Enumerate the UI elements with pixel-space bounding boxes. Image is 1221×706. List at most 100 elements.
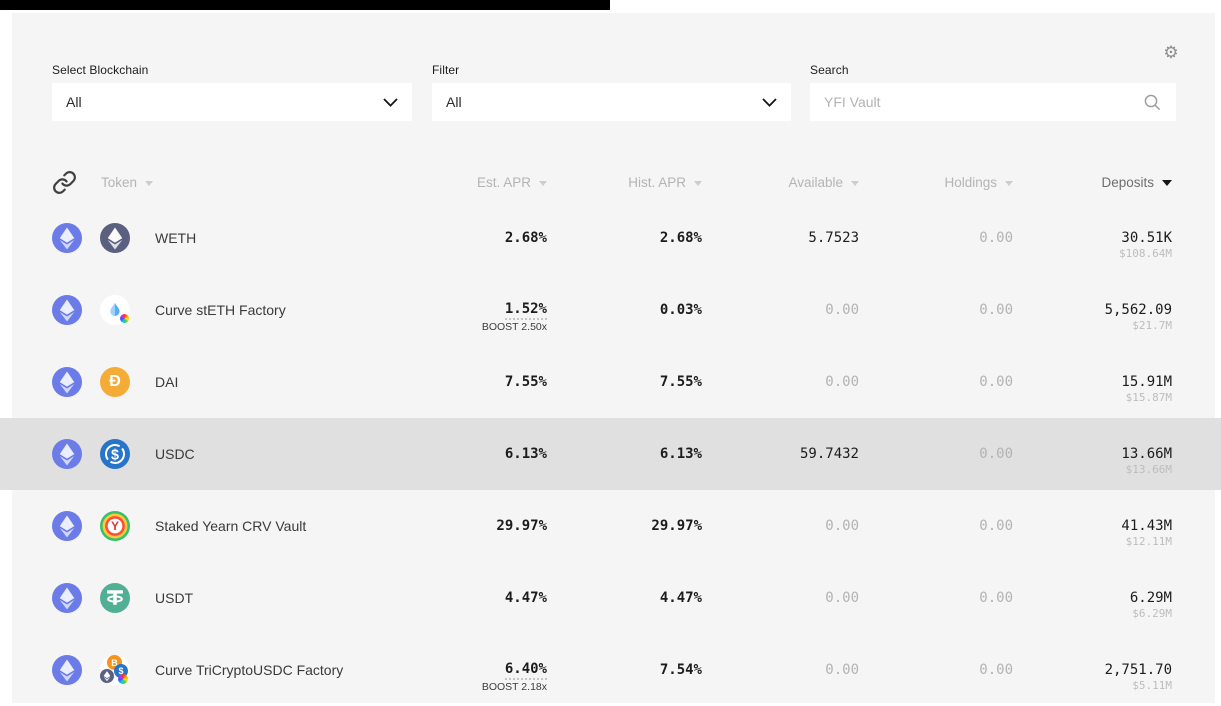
- deposits-cell: 15.91M $15.87M: [1013, 346, 1172, 418]
- est-apr-value: 1.52%: [504, 301, 547, 320]
- search-group: Search: [810, 63, 1176, 121]
- weth-icon: [100, 223, 130, 253]
- available-value: 0.00: [825, 590, 859, 606]
- steth-icon: [100, 295, 130, 325]
- available-cell: 0.00: [702, 490, 859, 562]
- token-name: Staked Yearn CRV Vault: [155, 518, 307, 534]
- deposits-value: 6.29M: [1129, 590, 1172, 606]
- holdings-cell: 0.00: [859, 202, 1013, 274]
- holdings-value: 0.00: [979, 374, 1013, 390]
- ethereum-icon: [52, 583, 82, 613]
- holdings-value: 0.00: [979, 662, 1013, 678]
- filter-select[interactable]: All: [432, 83, 791, 121]
- deposits-value: 13.66M: [1121, 446, 1172, 462]
- available-value: 0.00: [825, 518, 859, 534]
- column-header-est-apr[interactable]: Est. APR: [397, 160, 547, 204]
- eth-icon: [100, 669, 114, 683]
- available-cell: 0.00: [702, 346, 859, 418]
- token-cell: Curve stETH Factory: [52, 274, 397, 346]
- column-header-token[interactable]: Token: [52, 160, 397, 204]
- ethereum-icon: [52, 511, 82, 541]
- available-value: 5.7523: [808, 230, 859, 246]
- hist-apr-cell: 7.55%: [547, 346, 702, 418]
- column-header-token-label: Token: [101, 174, 138, 190]
- search-input[interactable]: [824, 94, 1142, 110]
- column-header-holdings[interactable]: Holdings: [859, 160, 1013, 204]
- hist-apr-value: 7.54%: [659, 662, 702, 678]
- column-header-hist-apr[interactable]: Hist. APR: [547, 160, 702, 204]
- vault-row[interactable]: WETH 2.68% 2.68% 5.7523 0.00 30.51K $108.64M: [12, 202, 1215, 274]
- deposits-usd-value: $21.7M: [1132, 319, 1172, 332]
- search-label: Search: [810, 63, 849, 77]
- token-cell: $ USDC: [52, 418, 397, 490]
- chevron-down-icon: [762, 97, 777, 107]
- available-cell: 5.7523: [702, 202, 859, 274]
- holdings-value: 0.00: [979, 302, 1013, 318]
- blockchain-select-label: Select Blockchain: [52, 63, 149, 77]
- token-cell: Y Staked Yearn CRV Vault: [52, 490, 397, 562]
- vault-row[interactable]: Curve stETH Factory 1.52% BOOST 2.50x 0.03%…: [12, 274, 1215, 346]
- svg-text:$: $: [111, 447, 119, 463]
- vault-row[interactable]: Y Staked Yearn CRV Vault 29.97% 29.97% 0.00 0…: [12, 490, 1215, 562]
- available-value: 0.00: [825, 374, 859, 390]
- main-panel: ⚙ Select Blockchain All Filter All Searc…: [0, 13, 1221, 706]
- ethereum-icon: [52, 223, 82, 253]
- dai-icon: Ð: [100, 367, 130, 397]
- table-header: Token Est. APR Hist. APR Available Holdi…: [12, 160, 1215, 204]
- hist-apr-cell: 2.68%: [547, 202, 702, 274]
- est-apr-value: 6.40%: [504, 661, 547, 680]
- est-apr-cell: 6.40% BOOST 2.18x: [397, 634, 547, 706]
- available-value: 0.00: [825, 302, 859, 318]
- est-apr-cell: 6.13%: [397, 418, 547, 490]
- hist-apr-cell: 4.47%: [547, 562, 702, 634]
- filter-select-value: All: [446, 94, 462, 110]
- deposits-usd-value: $5.11M: [1132, 679, 1172, 692]
- holdings-value: 0.00: [979, 518, 1013, 534]
- token-name: USDC: [155, 446, 195, 462]
- vault-row[interactable]: B $ Curve TriCryptoUSDC Factory 6.40% BOOST…: [12, 634, 1215, 706]
- sort-arrow-icon: [1005, 180, 1013, 186]
- holdings-value: 0.00: [979, 590, 1013, 606]
- search-box: [810, 83, 1176, 121]
- column-header-deposits[interactable]: Deposits: [1013, 160, 1172, 204]
- token-name: Curve TriCryptoUSDC Factory: [155, 662, 344, 678]
- blockchain-select-value: All: [66, 94, 82, 110]
- filter-controls: Select Blockchain All Filter All Search: [52, 63, 1176, 121]
- token-name: WETH: [155, 230, 197, 246]
- curve-rainbow-icon: [118, 674, 128, 684]
- tricrypto-icon: B $: [100, 655, 130, 685]
- gear-icon[interactable]: ⚙: [1163, 43, 1179, 63]
- vault-table-body: WETH 2.68% 2.68% 5.7523 0.00 30.51K $108.64M C…: [0, 202, 1221, 706]
- hist-apr-cell: 6.13%: [547, 418, 702, 490]
- filter-select-label: Filter: [432, 63, 460, 77]
- est-apr-value: 4.47%: [504, 590, 547, 606]
- deposits-usd-value: $108.64M: [1119, 247, 1172, 260]
- deposits-value: 5,562.09: [1104, 302, 1172, 318]
- ethereum-icon: [52, 439, 82, 469]
- boost-label: BOOST 2.18x: [481, 681, 547, 693]
- vault-row[interactable]: Ð DAI 7.55% 7.55% 0.00 0.00 15.91M $15.87M: [12, 346, 1215, 418]
- hist-apr-value: 29.97%: [651, 518, 702, 534]
- deposits-usd-value: $12.11M: [1125, 535, 1172, 548]
- holdings-value: 0.00: [979, 446, 1013, 462]
- blockchain-select[interactable]: All: [52, 83, 412, 121]
- sort-arrow-icon: [539, 180, 547, 186]
- column-header-available[interactable]: Available: [702, 160, 859, 204]
- token-cell: USDT: [52, 562, 397, 634]
- available-cell: 0.00: [702, 634, 859, 706]
- link-icon: [53, 170, 76, 194]
- sort-arrow-icon: [694, 180, 702, 186]
- holdings-cell: 0.00: [859, 346, 1013, 418]
- hist-apr-cell: 7.54%: [547, 634, 702, 706]
- column-header-est-apr-label: Est. APR: [476, 174, 531, 190]
- vault-row[interactable]: $ USDC 6.13% 6.13% 59.7432 0.00 13.66M $13.66M: [0, 418, 1221, 490]
- est-apr-cell: 4.47%: [397, 562, 547, 634]
- sort-arrow-icon: [851, 180, 859, 186]
- vault-row[interactable]: USDT 4.47% 4.47% 0.00 0.00 6.29M $6.29M: [12, 562, 1215, 634]
- token-cell: WETH: [52, 202, 397, 274]
- deposits-cell: 41.43M $12.11M: [1013, 490, 1172, 562]
- hist-apr-value: 6.13%: [659, 446, 702, 462]
- deposits-usd-value: $15.87M: [1125, 391, 1172, 404]
- boost-label: BOOST 2.50x: [481, 321, 547, 333]
- deposits-cell: 2,751.70 $5.11M: [1013, 634, 1172, 706]
